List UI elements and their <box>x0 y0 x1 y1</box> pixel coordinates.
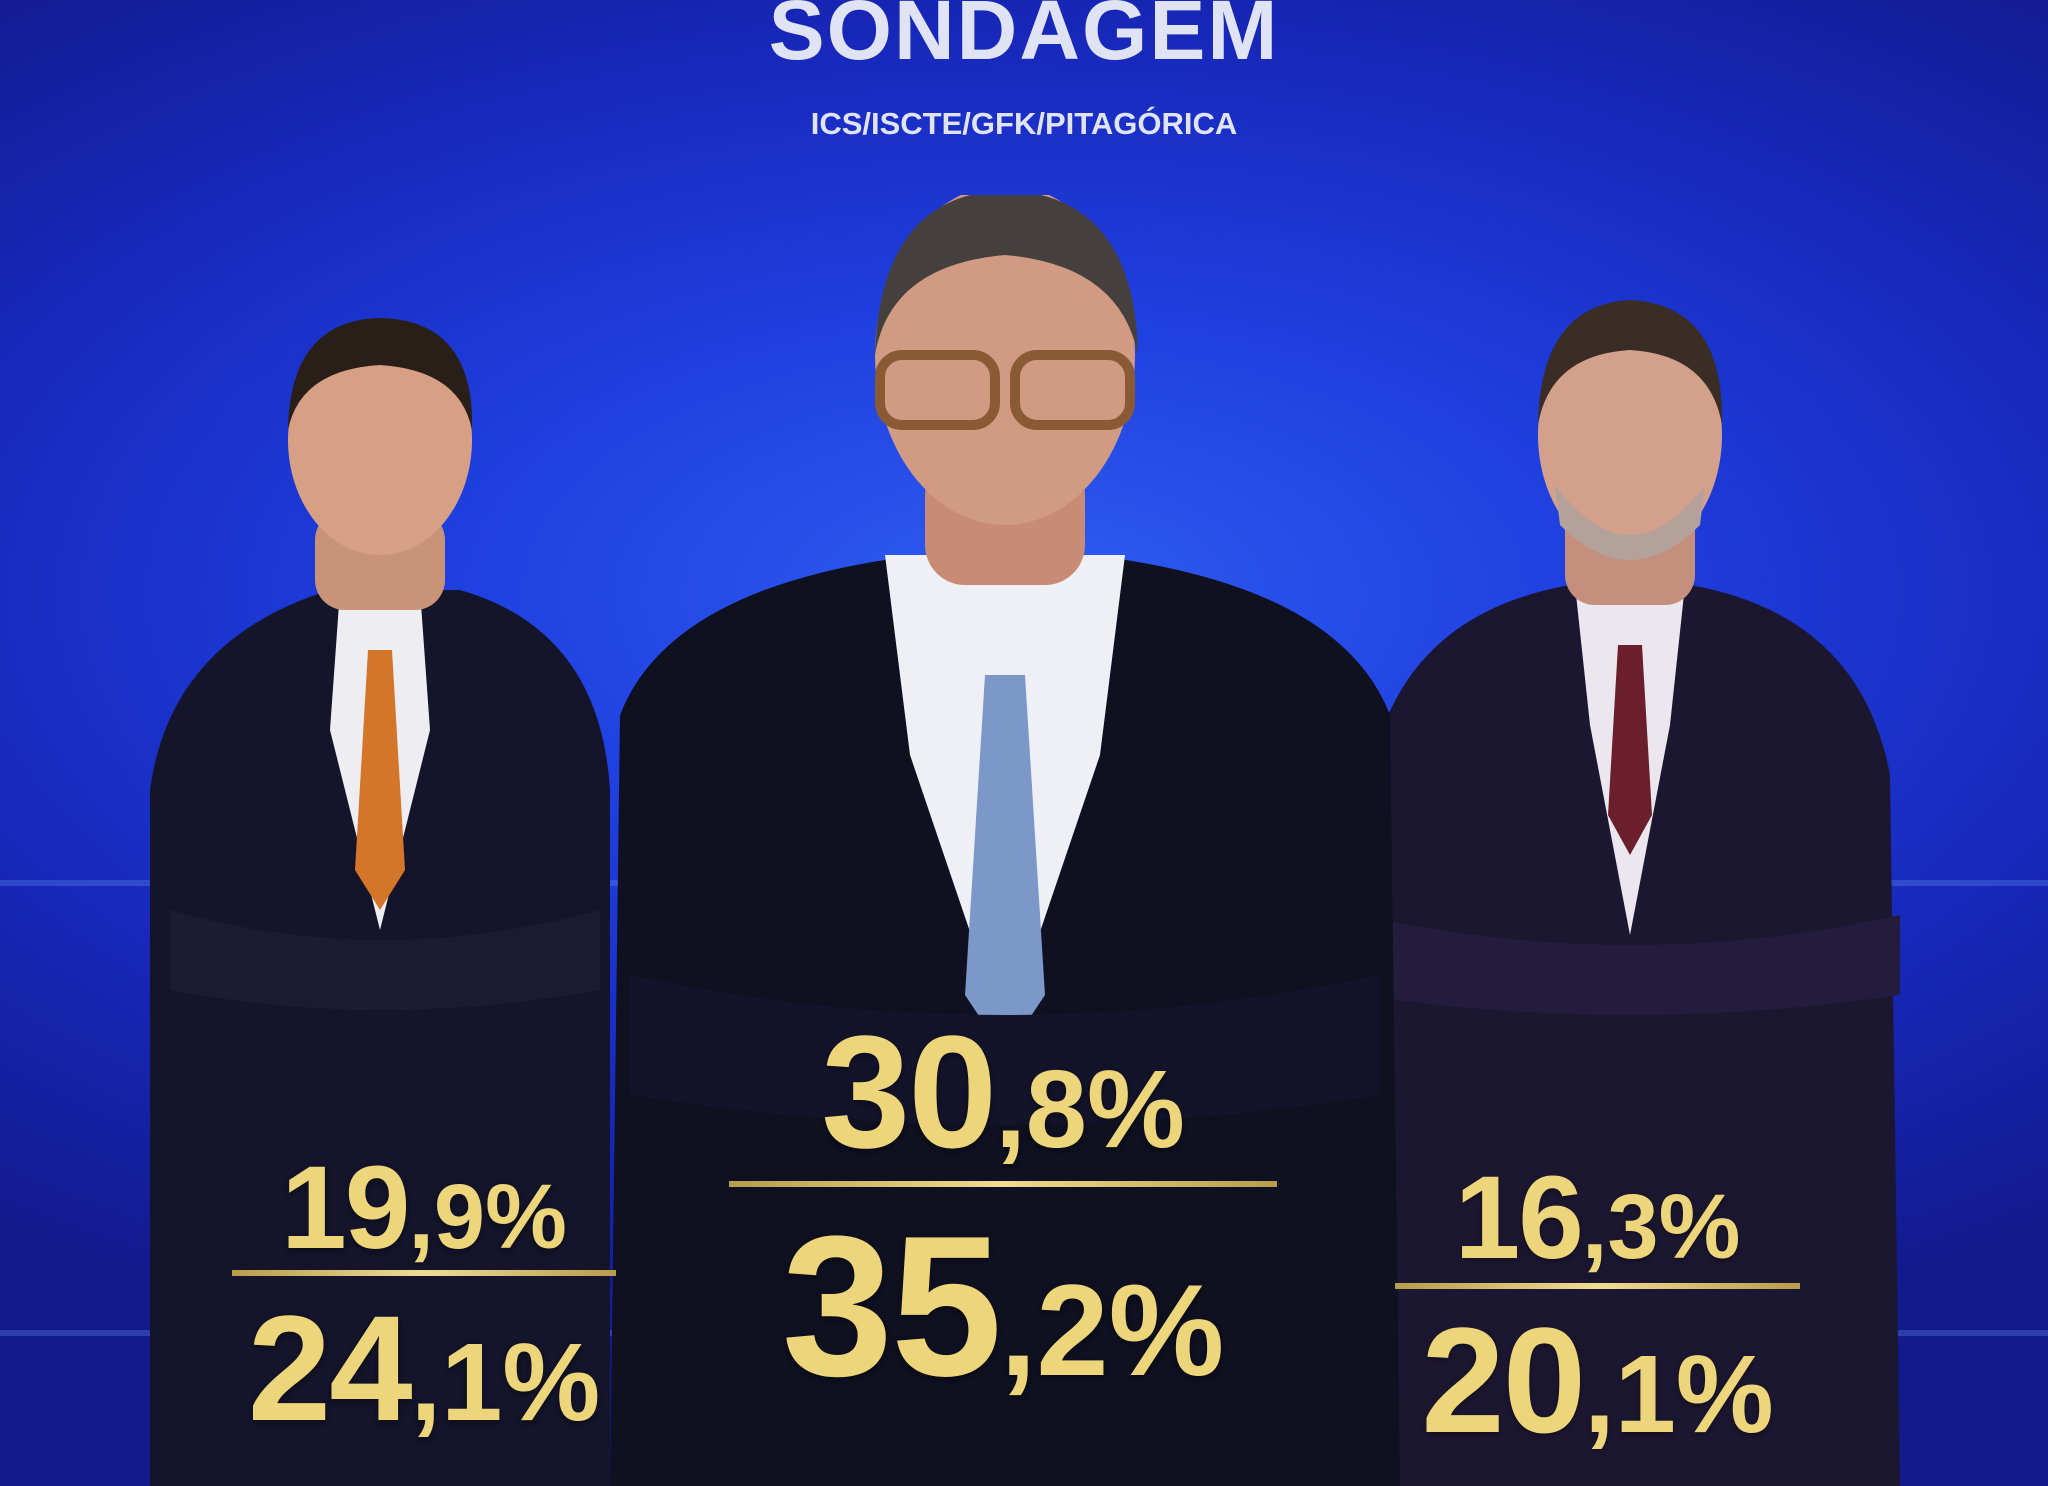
value-int: 30 <box>821 1002 997 1181</box>
page-title: SONDAGEM <box>768 0 1280 77</box>
candidate-left-photo <box>150 318 610 1486</box>
value-dec: ,8% <box>995 1048 1185 1171</box>
value-int: 24 <box>247 1284 413 1452</box>
candidate-right-top-value: 16,3% <box>1395 1150 1800 1286</box>
divider-line <box>729 1181 1277 1187</box>
candidate-left-bottom-value: 24,1% <box>232 1282 616 1455</box>
candidate-left-top-value: 19,9% <box>232 1140 616 1276</box>
candidate-right-bottom-value: 20,1% <box>1395 1294 1800 1467</box>
value-dec: ,3% <box>1581 1176 1741 1278</box>
value-dec: ,1% <box>410 1321 601 1444</box>
value-dec: ,9% <box>408 1166 567 1268</box>
divider-line <box>1395 1283 1800 1289</box>
value-int: 19 <box>281 1142 410 1274</box>
candidate-right-photo <box>1360 300 1900 1486</box>
value-int: 16 <box>1454 1152 1584 1284</box>
value-int: 20 <box>1421 1296 1586 1464</box>
value-dec: ,1% <box>1584 1333 1774 1456</box>
value-int: 35 <box>781 1195 1002 1418</box>
candidate-center-bottom-value: 35,2% <box>729 1192 1277 1422</box>
candidate-center-top-value: 30,8% <box>729 1000 1277 1184</box>
candidate-center-photo <box>610 195 1400 1486</box>
poll-source: ICS/ISCTE/GFK/PITAGÓRICA <box>810 106 1238 141</box>
value-dec: ,2% <box>1000 1257 1225 1403</box>
divider-line <box>232 1270 616 1276</box>
